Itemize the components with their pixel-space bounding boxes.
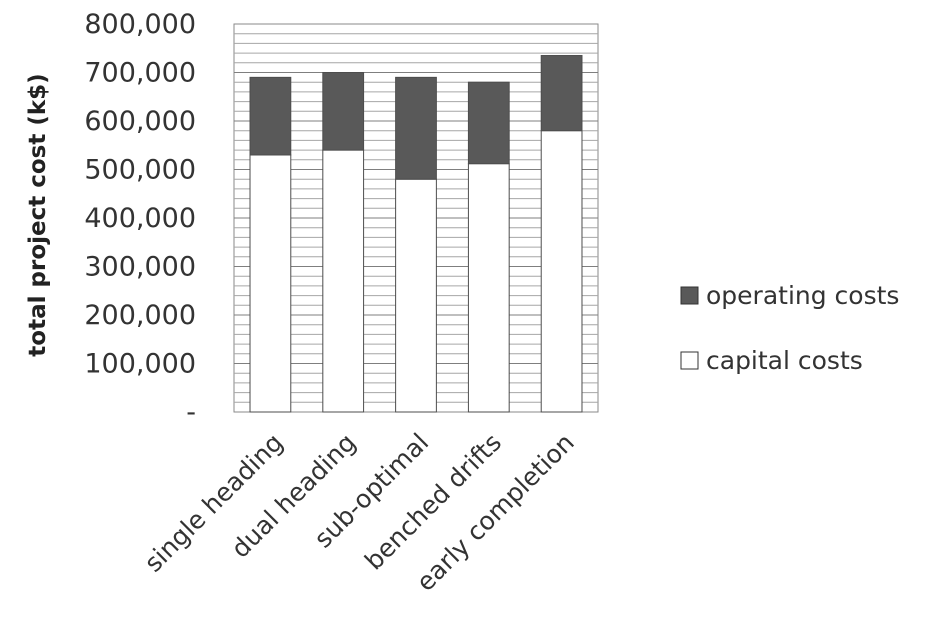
y-tick-label: 100,000 xyxy=(84,349,196,380)
legend-swatch-operating-costs xyxy=(680,286,699,305)
bar-capital-costs-3 xyxy=(395,178,437,413)
bar-operating-costs-4 xyxy=(467,81,510,165)
y-tick-label: 400,000 xyxy=(84,203,196,234)
legend: operating costs capital costs xyxy=(680,281,899,375)
bar-operating-costs-1 xyxy=(249,76,292,156)
bar-capital-costs-5 xyxy=(540,130,583,413)
legend-label-operating-costs: operating costs xyxy=(706,281,899,310)
bar-operating-costs-2 xyxy=(322,72,365,151)
y-tick-label: 500,000 xyxy=(84,155,196,186)
x-category-label: dual heading xyxy=(226,428,362,564)
y-tick-label: 200,000 xyxy=(84,300,196,331)
bar-operating-costs-5 xyxy=(540,55,583,132)
y-tick-label: 800,000 xyxy=(84,9,196,40)
y-tick-label: 300,000 xyxy=(84,252,196,283)
y-tick-labels: - 100,000 200,000 300,000 400,000 500,000 600,… xyxy=(84,9,196,428)
bar-capital-costs-1 xyxy=(249,154,292,413)
bar-capital-costs-2 xyxy=(322,149,365,413)
bar-operating-costs-3 xyxy=(395,76,437,180)
legend-swatch-capital-costs xyxy=(680,351,699,370)
y-tick-label: 600,000 xyxy=(84,106,196,137)
y-axis-title: total project cost (k$) xyxy=(25,73,51,356)
legend-label-capital-costs: capital costs xyxy=(706,346,863,375)
bars xyxy=(249,55,583,413)
y-tick-label: 700,000 xyxy=(84,58,196,89)
bar-capital-costs-4 xyxy=(467,163,510,413)
y-tick-label: - xyxy=(186,397,196,428)
